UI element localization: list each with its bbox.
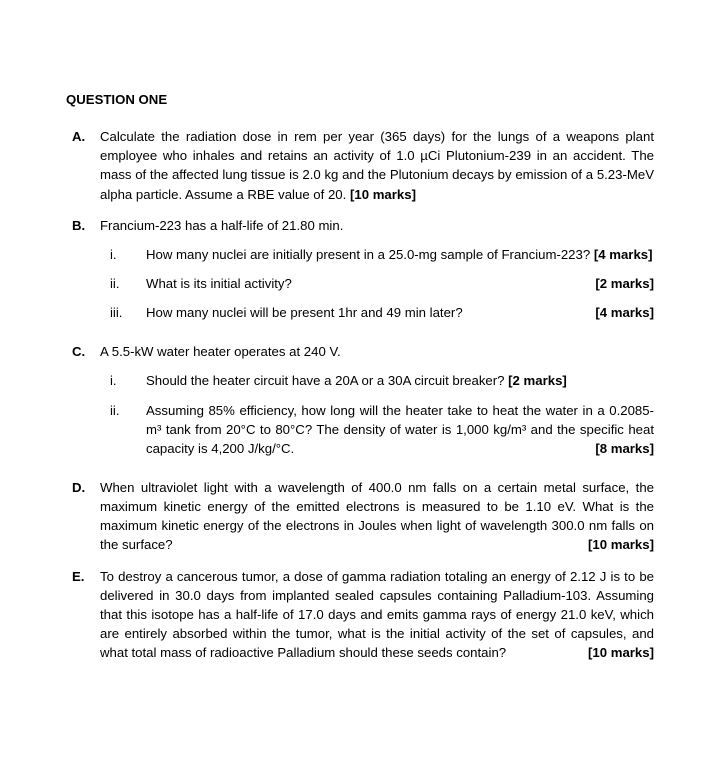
part-E-marks: [10 marks] xyxy=(588,643,654,662)
part-D-text: When ultraviolet light with a wavelength… xyxy=(100,480,654,552)
part-C-ii-body: Assuming 85% efficiency, how long will t… xyxy=(146,401,654,458)
part-B-i-roman: i. xyxy=(100,245,146,264)
part-C: C. A 5.5-kW water heater operates at 240… xyxy=(66,342,654,466)
part-B-ii-text: What is its initial activity? xyxy=(146,274,292,293)
part-E-text: To destroy a cancerous tumor, a dose of … xyxy=(100,569,654,661)
part-C-ii: ii. Assuming 85% efficiency, how long wi… xyxy=(100,401,654,458)
part-A-letter: A. xyxy=(66,127,100,204)
part-C-ii-roman: ii. xyxy=(100,401,146,458)
part-D: D. When ultraviolet light with a wavelen… xyxy=(66,478,654,555)
part-D-body: When ultraviolet light with a wavelength… xyxy=(100,478,654,555)
part-B-iii: iii. How many nuclei will be present 1hr… xyxy=(100,303,654,322)
part-B-i-text: How many nuclei are initially present in… xyxy=(146,247,590,262)
part-C-ii-text: Assuming 85% efficiency, how long will t… xyxy=(146,403,654,456)
part-E-letter: E. xyxy=(66,567,100,663)
part-E-body: To destroy a cancerous tumor, a dose of … xyxy=(100,567,654,663)
part-C-ii-marks: [8 marks] xyxy=(595,439,654,458)
part-C-i-marks: [2 marks] xyxy=(508,373,567,388)
part-B-intro: Francium-223 has a half-life of 21.80 mi… xyxy=(100,216,654,235)
part-B-i-body: How many nuclei are initially present in… xyxy=(146,245,654,264)
part-C-intro: A 5.5-kW water heater operates at 240 V. xyxy=(100,342,654,361)
part-C-letter: C. xyxy=(66,342,100,466)
part-B-iii-roman: iii. xyxy=(100,303,146,322)
question-title: QUESTION ONE xyxy=(66,90,654,109)
part-B-iii-body: How many nuclei will be present 1hr and … xyxy=(146,303,654,322)
part-D-marks: [10 marks] xyxy=(588,535,654,554)
part-B-ii-roman: ii. xyxy=(100,274,146,293)
part-B-i: i. How many nuclei are initially present… xyxy=(100,245,654,264)
part-A: A. Calculate the radiation dose in rem p… xyxy=(66,127,654,204)
part-E: E. To destroy a cancerous tumor, a dose … xyxy=(66,567,654,663)
part-B-iii-marks: [4 marks] xyxy=(595,303,654,322)
part-B-body: Francium-223 has a half-life of 21.80 mi… xyxy=(100,216,654,331)
part-B-ii: ii. What is its initial activity? [2 mar… xyxy=(100,274,654,293)
part-B-letter: B. xyxy=(66,216,100,331)
part-C-i-text: Should the heater circuit have a 20A or … xyxy=(146,373,504,388)
part-A-body: Calculate the radiation dose in rem per … xyxy=(100,127,654,204)
part-C-i: i. Should the heater circuit have a 20A … xyxy=(100,371,654,390)
part-B-ii-body: What is its initial activity? [2 marks] xyxy=(146,274,654,293)
part-C-i-body: Should the heater circuit have a 20A or … xyxy=(146,371,654,390)
part-C-i-roman: i. xyxy=(100,371,146,390)
part-A-marks: [10 marks] xyxy=(350,187,416,202)
part-B: B. Francium-223 has a half-life of 21.80… xyxy=(66,216,654,331)
part-B-ii-marks: [2 marks] xyxy=(595,274,654,293)
exam-page: QUESTION ONE A. Calculate the radiation … xyxy=(0,0,720,757)
part-D-letter: D. xyxy=(66,478,100,555)
part-C-body: A 5.5-kW water heater operates at 240 V.… xyxy=(100,342,654,466)
part-B-i-marks: [4 marks] xyxy=(594,247,653,262)
part-B-iii-text: How many nuclei will be present 1hr and … xyxy=(146,303,463,322)
